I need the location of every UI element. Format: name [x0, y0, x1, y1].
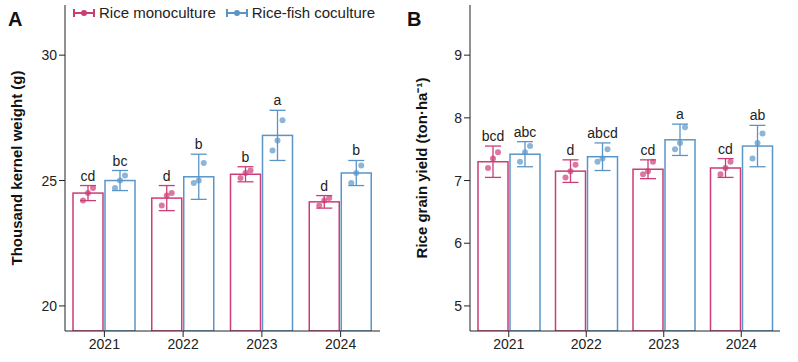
html-text:Rice-fish coculture: Rice-fish coculture — [251, 4, 376, 21]
html-text:B: B — [407, 8, 422, 30]
svg-text:2024: 2024 — [726, 336, 757, 352]
svg-text:5: 5 — [454, 298, 462, 314]
svg-text:2024: 2024 — [325, 336, 356, 352]
svg-text:7: 7 — [454, 173, 462, 189]
svg-text:2021: 2021 — [493, 336, 524, 352]
svg-text:2023: 2023 — [648, 336, 679, 352]
svg-text:b: b — [242, 149, 250, 165]
svg-text:2022: 2022 — [168, 336, 199, 352]
svg-text:6: 6 — [454, 235, 462, 251]
svg-text:bcd: bcd — [482, 128, 505, 144]
svg-text:d: d — [567, 142, 575, 158]
svg-text:b: b — [195, 136, 203, 152]
svg-text:25: 25 — [41, 173, 57, 189]
svg-text:cd: cd — [641, 142, 656, 158]
svg-text:Thousand kernel weight (g): Thousand kernel weight (g) — [8, 70, 25, 265]
svg-text:b: b — [352, 142, 360, 158]
svg-text:d: d — [163, 168, 171, 184]
svg-text:d: d — [320, 178, 328, 194]
svg-text:8: 8 — [454, 110, 462, 126]
svg-text:9: 9 — [454, 47, 462, 63]
svg-text:bc: bc — [113, 153, 128, 169]
svg-text:a: a — [274, 92, 282, 108]
svg-text:2022: 2022 — [571, 336, 602, 352]
svg-text:2023: 2023 — [246, 336, 277, 352]
svg-text:a: a — [676, 106, 684, 122]
svg-text:20: 20 — [41, 298, 57, 314]
svg-text:2021: 2021 — [89, 336, 120, 352]
svg-text:abcd: abcd — [587, 125, 617, 141]
svg-text:cd: cd — [718, 141, 733, 157]
html-text:Rice monoculture: Rice monoculture — [99, 4, 216, 21]
svg-text:cd: cd — [81, 168, 96, 184]
svg-text:Rice grain yield (ton·ha⁻¹): Rice grain yield (ton·ha⁻¹) — [413, 78, 430, 259]
svg-text:ab: ab — [750, 107, 766, 123]
svg-text:30: 30 — [41, 47, 57, 63]
svg-text:abc: abc — [514, 124, 537, 140]
html-text:A: A — [8, 8, 23, 30]
